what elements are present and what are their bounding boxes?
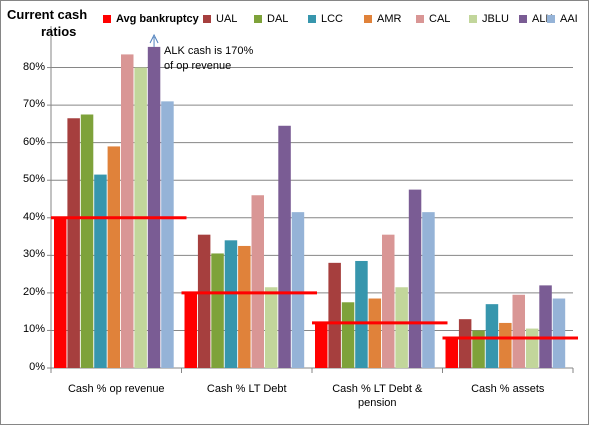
legend-entry-aai: AAI xyxy=(547,13,578,25)
legend-entry-avg-bankruptcy: Avg bankruptcy xyxy=(103,13,199,25)
bar-cal-cat2 xyxy=(382,234,395,368)
x-category-label-line: Cash % assets xyxy=(471,383,545,395)
bar-jblu-cat2 xyxy=(395,287,408,368)
legend-label: UAL xyxy=(216,13,238,25)
legend-entry-lcc: LCC xyxy=(308,13,343,25)
legend-swatch xyxy=(254,15,262,23)
legend-label: Avg bankruptcy xyxy=(116,13,199,25)
bar-dal-cat2 xyxy=(341,302,355,368)
bar-ual-cat0 xyxy=(67,118,80,368)
bar-dal-cat0 xyxy=(80,114,94,368)
bar-amr-cat2 xyxy=(368,298,382,368)
annotation-line-1: ALK cash is 170% xyxy=(164,45,254,57)
y-tick-label: 30% xyxy=(22,248,45,261)
bar-dal-cat3 xyxy=(472,330,485,368)
bar-ual-cat3 xyxy=(458,319,472,368)
x-category-label-line: pension xyxy=(357,397,397,409)
bar-lcc-cat1 xyxy=(224,240,238,368)
bar-ual-cat1 xyxy=(197,234,211,368)
bar-jblu-cat1 xyxy=(264,287,278,368)
bar-alk-cat1 xyxy=(278,125,291,369)
legend-swatch xyxy=(547,15,555,23)
bar-lcc-cat0 xyxy=(94,174,107,368)
legend-swatch xyxy=(308,15,316,23)
bar-amr-cat1 xyxy=(238,245,251,368)
bar-lcc-cat3 xyxy=(485,304,499,368)
legend-label: AAI xyxy=(560,13,578,25)
legend-label: LCC xyxy=(321,13,344,25)
legend-label: AMR xyxy=(377,13,402,25)
legend-entry-ual: UAL xyxy=(203,13,237,25)
y-tick-label: 50% xyxy=(22,173,45,186)
bar-aai-cat1 xyxy=(291,212,305,368)
bar-aai-cat0 xyxy=(161,101,174,368)
bar-amr-cat3 xyxy=(499,322,512,368)
bar-alk-cat3 xyxy=(539,285,552,368)
bar-cal-cat1 xyxy=(251,195,264,368)
bar-avg-bankruptcy-cat0 xyxy=(54,217,67,368)
bar-avg-bankruptcy-cat1 xyxy=(184,292,197,368)
y-tick-label: 10% xyxy=(22,323,45,336)
bar-aai-cat3 xyxy=(552,298,566,368)
legend-swatch xyxy=(519,15,527,23)
legend-entry-dal: DAL xyxy=(254,13,288,25)
legend-entry-jblu: JBLU xyxy=(469,13,509,25)
legend-swatch xyxy=(469,15,477,23)
legend-entry-cal: CAL xyxy=(416,13,450,25)
legend-label: DAL xyxy=(267,13,289,25)
bar-dal-cat1 xyxy=(211,253,224,368)
x-category-label: Cash % assets xyxy=(443,382,573,396)
bar-avg-bankruptcy-cat3 xyxy=(445,337,458,368)
legend-swatch xyxy=(364,15,372,23)
y-tick-label: 80% xyxy=(22,60,45,73)
bar-lcc-cat2 xyxy=(355,260,368,368)
bar-avg-bankruptcy-cat2 xyxy=(315,322,328,368)
y-tick-label: 60% xyxy=(22,135,45,148)
y-tick-label: 70% xyxy=(22,98,45,111)
y-tick-label: 20% xyxy=(22,285,45,298)
bar-amr-cat0 xyxy=(107,146,121,368)
legend-swatch xyxy=(203,15,211,23)
x-category-label: Cash % LT Debt xyxy=(182,382,312,396)
bar-ual-cat2 xyxy=(328,262,341,368)
chart-title-line-2: ratios xyxy=(41,24,77,39)
annotation-arrow-head xyxy=(149,33,159,44)
legend-label: CAL xyxy=(429,13,451,25)
x-category-label-line: Cash % op revenue xyxy=(67,383,165,395)
x-category-label-line: Cash % LT Debt xyxy=(206,383,287,395)
legend-swatch xyxy=(416,15,424,23)
x-category-label: Cash % LT Debt & pension xyxy=(312,382,442,410)
y-tick-label: 0% xyxy=(29,361,45,373)
bar-aai-cat2 xyxy=(422,212,435,368)
chart-title-line-1: Current cash xyxy=(7,7,88,22)
bar-jblu-cat3 xyxy=(525,328,539,368)
bar-cal-cat3 xyxy=(512,294,525,368)
x-category-label: Cash % op revenue xyxy=(51,382,181,396)
x-category-label-line: Cash % LT Debt & xyxy=(332,383,423,395)
legend-swatch xyxy=(103,15,111,23)
bar-alk-cat0 xyxy=(147,46,161,369)
bar-cal-cat0 xyxy=(121,54,134,369)
bar-alk-cat2 xyxy=(408,189,422,368)
y-tick-label: 40% xyxy=(22,210,45,223)
annotation-line-2: of op revenue xyxy=(164,60,232,72)
legend-label: JBLU xyxy=(482,13,509,25)
legend-entry-amr: AMR xyxy=(364,13,401,25)
